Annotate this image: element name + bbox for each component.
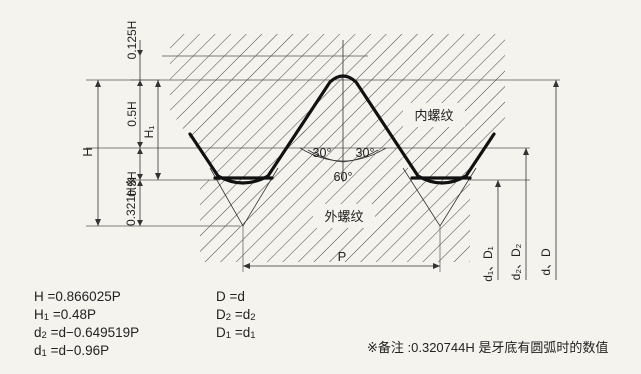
external-label-bg — [313, 204, 375, 228]
pitch-diameter-arrow — [523, 148, 529, 155]
formula-h1: H1 =0.48P — [34, 307, 96, 323]
formula-d2: d2 =d−0.649519P — [34, 325, 140, 341]
label-minor-diameter: d₁、D₁ — [481, 246, 495, 281]
formula-D: D =d — [216, 289, 245, 304]
major-diameter-arrow — [553, 80, 559, 87]
internal-label-bg — [403, 103, 465, 127]
label-angle-30-right: 30° — [356, 146, 375, 160]
label-h1: H₁ — [142, 126, 156, 139]
label-external-thread: 外螺纹 — [324, 209, 363, 224]
formula-d1: d1 =d−0.96P — [34, 343, 110, 359]
label-pitch-diameter: d₂、D₂ — [509, 243, 523, 280]
label-internal-thread: 内螺纹 — [414, 108, 453, 123]
label-angle-30-left: 30° — [313, 146, 332, 160]
formula-D1: D1 =d1 — [216, 325, 256, 341]
label-0321h-text: 0.321H※ — [124, 177, 138, 226]
label-0125h: 0.125H — [125, 21, 139, 60]
thread-profile-line — [188, 74, 496, 185]
label-pitch: P — [338, 249, 347, 264]
formula-h: H =0.866025P — [34, 289, 121, 304]
remark-note: ※备注 :0.320744H 是牙底有圆弧时的数值 — [367, 340, 609, 355]
formula-D2: D2 =d2 — [216, 307, 256, 323]
angle-arc-30-left — [307, 149, 344, 163]
minor-diameter-arrow — [495, 180, 501, 187]
angle-arc-60 — [299, 147, 387, 162]
label-05h-lower: 0.5H — [125, 171, 139, 196]
sub-dimension-arrows — [137, 50, 143, 226]
label-major-diameter: d、D — [539, 248, 553, 276]
label-05h-upper: 0.5H — [125, 101, 139, 126]
label-h: H — [80, 147, 95, 156]
label-angle-60: 60° — [334, 170, 353, 184]
angle-arc-30-right — [342, 149, 379, 163]
